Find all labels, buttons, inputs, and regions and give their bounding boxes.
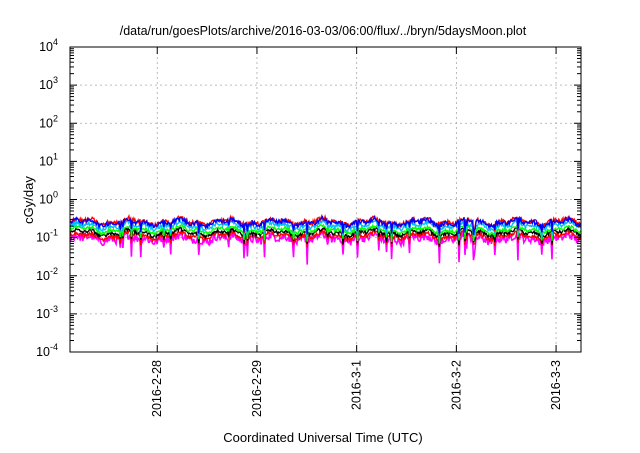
axis-ticks <box>70 46 581 353</box>
x-tick-label: 2016-3-3 <box>549 360 563 410</box>
y-tick-label: 10-2 <box>36 266 58 283</box>
y-tick-label: 10-4 <box>36 342 58 359</box>
y-tick-label: 100 <box>39 190 58 207</box>
data-series <box>69 213 582 265</box>
y-tick-label: 102 <box>39 113 58 130</box>
y-tick-label: 104 <box>39 37 58 54</box>
y-tick-label: 10-3 <box>36 304 58 321</box>
y-axis-label: cGy/day <box>21 176 36 224</box>
x-tick-label: 2016-3-1 <box>350 360 364 410</box>
series-line-0 <box>69 228 582 265</box>
x-tick-label: 2016-3-2 <box>449 360 463 410</box>
chart-title: /data/run/goesPlots/archive/2016-03-03/0… <box>120 24 527 38</box>
x-tick-label: 2016-2-28 <box>150 360 164 417</box>
x-axis-label: Coordinated Universal Time (UTC) <box>223 430 422 445</box>
x-tick-labels: 2016-2-28 2016-2-29 2016-3-1 2016-3-2 2016-3… <box>150 360 563 417</box>
y-tick-label: 10-1 <box>36 228 58 245</box>
series-line-6 <box>69 214 582 235</box>
y-tick-labels: 10-4 10-3 10-2 10-1 100 101 102 103 104 <box>36 37 58 359</box>
y-tick-label: 103 <box>39 75 58 92</box>
grid-lines <box>70 47 581 352</box>
y-tick-label: 101 <box>39 151 58 168</box>
x-tick-label: 2016-2-29 <box>250 360 264 417</box>
